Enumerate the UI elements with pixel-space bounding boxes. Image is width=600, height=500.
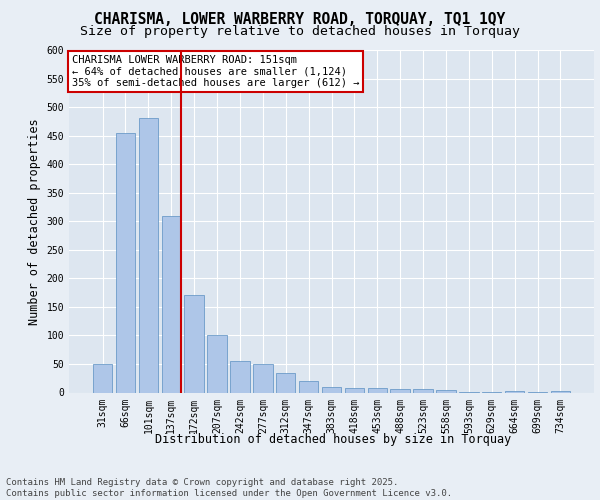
Bar [344, 388, 364, 392]
Bar [322, 387, 341, 392]
Bar [161, 216, 181, 392]
Bar [299, 381, 319, 392]
Bar [413, 389, 433, 392]
Bar [139, 118, 158, 392]
Bar [276, 372, 295, 392]
Bar [436, 390, 455, 392]
Text: CHARISMA, LOWER WARBERRY ROAD, TORQUAY, TQ1 1QY: CHARISMA, LOWER WARBERRY ROAD, TORQUAY, … [94, 12, 506, 28]
Text: Distribution of detached houses by size in Torquay: Distribution of detached houses by size … [155, 432, 511, 446]
Bar [116, 133, 135, 392]
Bar [253, 364, 272, 392]
Bar [368, 388, 387, 392]
Text: Contains HM Land Registry data © Crown copyright and database right 2025.
Contai: Contains HM Land Registry data © Crown c… [6, 478, 452, 498]
Bar [230, 361, 250, 392]
Text: CHARISMA LOWER WARBERRY ROAD: 151sqm
← 64% of detached houses are smaller (1,124: CHARISMA LOWER WARBERRY ROAD: 151sqm ← 6… [71, 55, 359, 88]
Bar [184, 296, 204, 392]
Bar [93, 364, 112, 392]
Text: Size of property relative to detached houses in Torquay: Size of property relative to detached ho… [80, 25, 520, 38]
Bar [208, 336, 227, 392]
Y-axis label: Number of detached properties: Number of detached properties [28, 118, 41, 324]
Bar [391, 389, 410, 392]
